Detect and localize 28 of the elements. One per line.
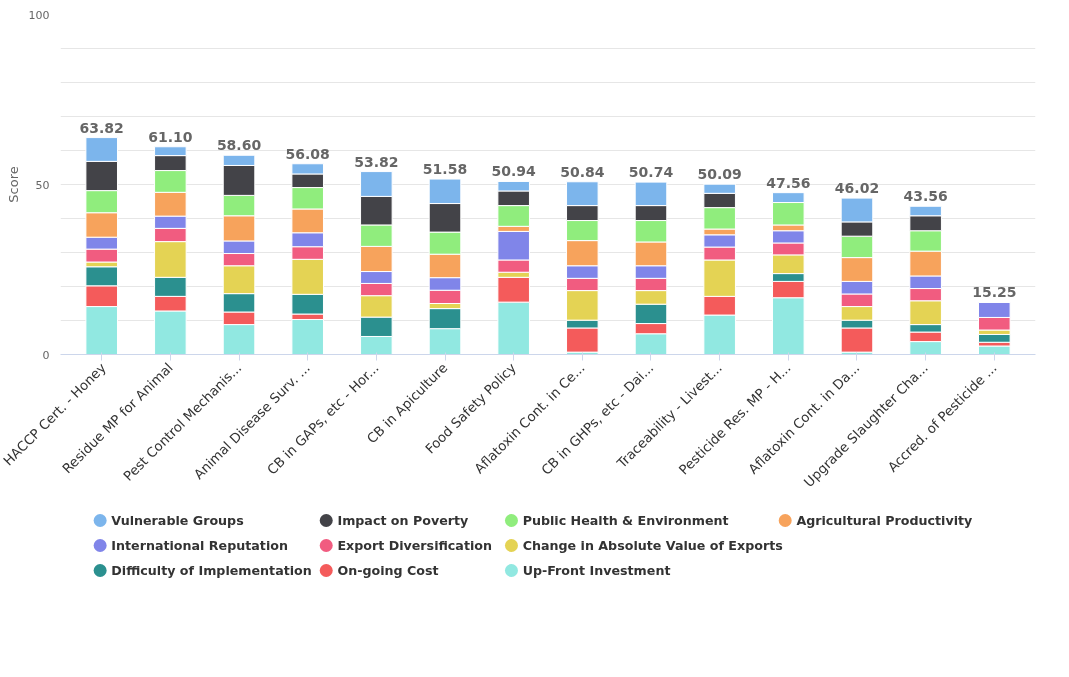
total-label: 15.25 bbox=[972, 284, 1017, 301]
y-tick-label: 100 bbox=[28, 8, 50, 22]
legend-label: Vulnerable Groups bbox=[111, 513, 244, 528]
legend-label: Difficulty of Implementation bbox=[111, 563, 312, 578]
total-label: 47.56 bbox=[766, 174, 811, 191]
total-label: 53.82 bbox=[354, 153, 399, 170]
legend-label: Change in Absolute Value of Exports bbox=[522, 538, 783, 553]
legend-label: On-going Cost bbox=[337, 563, 439, 578]
legend-label: International Reputation bbox=[111, 538, 288, 553]
total-label: 50.09 bbox=[697, 166, 742, 183]
total-label: 50.94 bbox=[491, 163, 537, 180]
total-label: 43.56 bbox=[903, 188, 948, 205]
total-label: 50.84 bbox=[560, 163, 605, 180]
total-label: 58.60 bbox=[216, 137, 262, 154]
total-label: 61.10 bbox=[148, 128, 193, 145]
total-label: 46.02 bbox=[834, 180, 880, 197]
total-label: 56.08 bbox=[285, 145, 330, 162]
y-tick-label: 50 bbox=[35, 178, 50, 192]
y-tick-label: 0 bbox=[42, 348, 50, 362]
total-label: 51.58 bbox=[422, 161, 468, 178]
legend-label: Export Diversification bbox=[337, 538, 492, 553]
legend-label: Up-Front Investment bbox=[522, 563, 671, 578]
y-axis-title: Score bbox=[5, 166, 21, 203]
legend-label: Public Health & Environment bbox=[522, 513, 729, 528]
legend-label: Agricultural Productivity bbox=[796, 513, 974, 528]
total-label: 63.82 bbox=[79, 119, 124, 136]
total-label: 50.74 bbox=[628, 164, 674, 181]
legend-label: Impact on Poverty bbox=[337, 513, 470, 528]
